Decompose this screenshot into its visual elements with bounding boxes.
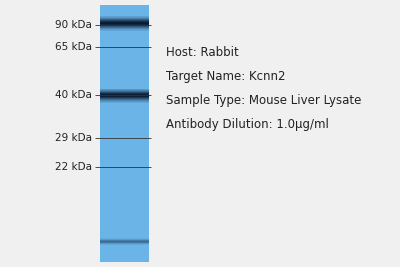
Bar bbox=[143, 5, 144, 262]
Bar bbox=[124, 5, 126, 262]
Bar bbox=[100, 102, 149, 103]
Bar bbox=[149, 5, 151, 262]
Bar bbox=[146, 5, 148, 262]
Bar bbox=[127, 5, 129, 262]
Bar bbox=[144, 5, 146, 262]
Bar bbox=[131, 5, 132, 262]
Bar bbox=[134, 5, 136, 262]
Bar bbox=[129, 5, 131, 262]
Bar bbox=[120, 5, 122, 262]
Bar bbox=[100, 30, 149, 31]
Text: Host: Rabbit: Host: Rabbit bbox=[166, 46, 239, 58]
Bar bbox=[100, 16, 149, 17]
Text: Target Name: Kcnn2: Target Name: Kcnn2 bbox=[166, 70, 286, 83]
Bar bbox=[139, 5, 141, 262]
Bar bbox=[100, 93, 149, 94]
Bar bbox=[100, 100, 149, 101]
Bar bbox=[100, 28, 149, 29]
Text: 65 kDa: 65 kDa bbox=[54, 42, 92, 52]
Bar bbox=[110, 5, 112, 262]
Bar bbox=[100, 20, 149, 21]
Bar bbox=[117, 5, 119, 262]
Bar bbox=[100, 5, 102, 262]
Bar bbox=[100, 19, 149, 20]
Bar bbox=[100, 91, 149, 92]
Bar bbox=[100, 23, 149, 24]
Bar bbox=[105, 5, 107, 262]
Bar bbox=[100, 26, 149, 27]
Bar bbox=[109, 5, 110, 262]
Bar bbox=[119, 5, 120, 262]
Bar bbox=[100, 97, 149, 98]
Bar bbox=[104, 5, 105, 262]
Text: 90 kDa: 90 kDa bbox=[55, 20, 92, 30]
Bar bbox=[100, 5, 149, 262]
Bar bbox=[100, 29, 149, 30]
Bar bbox=[100, 18, 149, 19]
Bar bbox=[107, 5, 109, 262]
Bar bbox=[100, 21, 149, 22]
Bar bbox=[102, 5, 104, 262]
Text: 29 kDa: 29 kDa bbox=[54, 132, 92, 143]
Bar bbox=[100, 96, 149, 97]
Bar bbox=[132, 5, 134, 262]
Bar bbox=[100, 98, 149, 99]
Bar bbox=[100, 101, 149, 102]
Bar bbox=[100, 24, 149, 25]
Bar bbox=[126, 5, 127, 262]
Bar bbox=[112, 5, 114, 262]
Bar bbox=[100, 89, 149, 90]
Bar bbox=[100, 90, 149, 91]
Bar bbox=[100, 22, 149, 23]
Text: Sample Type: Mouse Liver Lysate: Sample Type: Mouse Liver Lysate bbox=[166, 94, 362, 107]
Bar bbox=[100, 99, 149, 100]
Bar bbox=[100, 27, 149, 28]
Text: Antibody Dilution: 1.0µg/ml: Antibody Dilution: 1.0µg/ml bbox=[166, 118, 329, 131]
Bar bbox=[122, 5, 124, 262]
Bar bbox=[138, 5, 139, 262]
Bar bbox=[114, 5, 116, 262]
Bar bbox=[100, 94, 149, 95]
Text: 22 kDa: 22 kDa bbox=[54, 162, 92, 172]
Bar bbox=[141, 5, 142, 262]
Bar bbox=[100, 17, 149, 18]
Bar bbox=[116, 5, 117, 262]
Bar bbox=[148, 5, 149, 262]
Bar bbox=[136, 5, 138, 262]
Bar bbox=[100, 92, 149, 93]
Bar bbox=[100, 25, 149, 26]
Text: 40 kDa: 40 kDa bbox=[55, 90, 92, 100]
Bar bbox=[100, 88, 149, 89]
Bar bbox=[100, 95, 149, 96]
